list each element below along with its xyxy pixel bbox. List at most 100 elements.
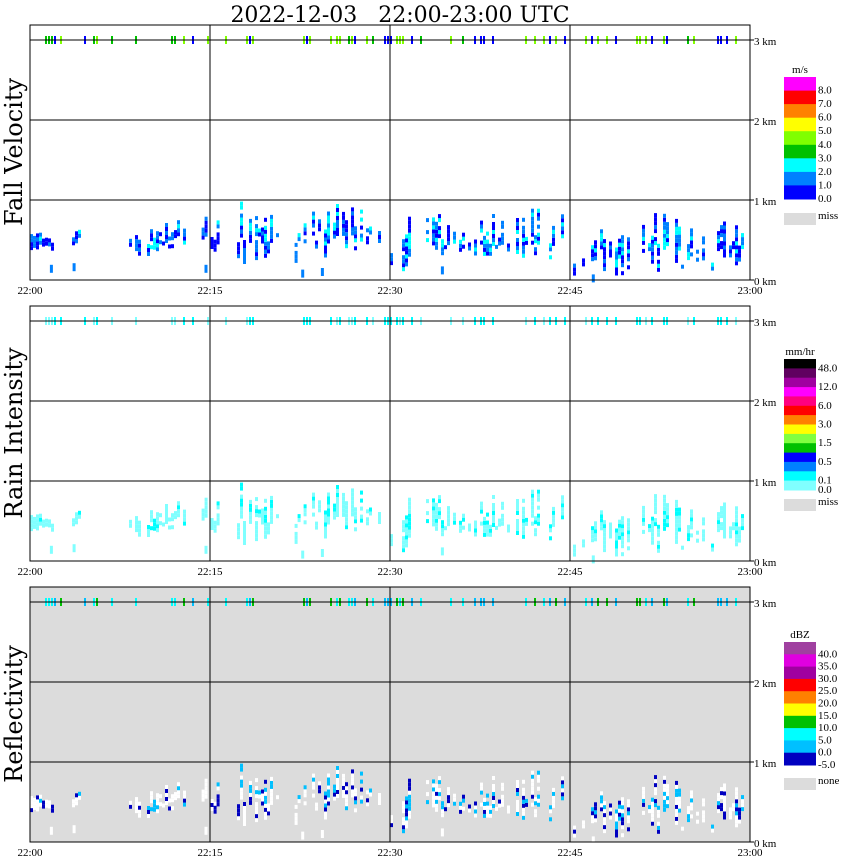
echo-cell — [237, 531, 240, 536]
echo-cell — [522, 241, 525, 246]
echo-cell — [492, 515, 495, 519]
echo-cell — [696, 257, 699, 262]
echo-cell — [270, 495, 273, 500]
echo-cell — [351, 219, 354, 224]
echo-cell — [153, 803, 156, 808]
echo-cell — [594, 529, 597, 534]
echo-cell — [441, 247, 444, 252]
echo-cell — [480, 786, 483, 791]
echo-cell — [627, 815, 630, 820]
echo-cell — [408, 505, 411, 510]
echo-cell — [264, 534, 267, 539]
echo-cell — [552, 799, 555, 804]
echo-cell — [333, 515, 336, 520]
echo-cell — [213, 801, 217, 806]
echo-cell — [249, 234, 252, 239]
echo-cell — [531, 770, 534, 775]
echo-cell — [270, 519, 273, 524]
echo-cell — [426, 230, 429, 235]
echo-cell — [156, 239, 159, 244]
legend-swatch — [784, 443, 816, 454]
echo-cell — [174, 234, 177, 239]
y-tick-label: 0 km — [754, 276, 777, 288]
echo-cell — [522, 811, 525, 816]
echo-cell — [600, 791, 603, 796]
echo-cell — [408, 509, 411, 514]
echo-cell — [177, 513, 180, 518]
echo-cell — [735, 229, 738, 234]
echo-cell — [345, 786, 348, 791]
echo-cell — [408, 533, 411, 538]
echo-cell — [690, 228, 693, 233]
echo-cell — [690, 814, 693, 819]
echo-cell — [264, 526, 267, 531]
echo-cell — [270, 784, 273, 789]
echo-cell — [345, 220, 348, 225]
echo-cell — [615, 271, 618, 276]
legend-swatch — [784, 396, 816, 407]
echo-cell — [408, 814, 411, 819]
echo-cell — [36, 514, 39, 519]
echo-cell — [675, 254, 678, 259]
echo-cell — [459, 809, 462, 814]
echo-cell — [603, 540, 606, 545]
echo-cell — [366, 236, 369, 241]
echo-cell — [351, 500, 354, 505]
echo-cell — [255, 806, 258, 811]
echo-cell — [531, 497, 534, 502]
echo-cell — [240, 763, 243, 768]
echo-cell — [690, 236, 693, 241]
echo-cell — [138, 532, 141, 537]
echo-cell — [264, 799, 267, 804]
echo-cell — [711, 266, 714, 271]
echo-cell — [723, 245, 726, 250]
echo-cell — [687, 244, 690, 249]
echo-cell — [723, 233, 726, 238]
echo-cell — [405, 531, 408, 536]
echo-cell — [201, 508, 205, 513]
echo-cell — [402, 520, 405, 525]
echo-cell — [267, 526, 270, 531]
echo-cell — [261, 520, 264, 525]
echo-cell — [501, 517, 504, 522]
echo-cell — [378, 520, 381, 524]
echo-cell — [30, 515, 33, 520]
echo-cell — [408, 236, 411, 241]
echo-cell — [723, 530, 726, 535]
echo-cell — [360, 771, 363, 776]
echo-cell — [405, 808, 408, 813]
echo-cell — [408, 513, 411, 518]
echo-cell — [168, 244, 171, 249]
echo-cell — [723, 241, 726, 246]
echo-cell — [702, 537, 705, 542]
echo-cell — [405, 796, 408, 801]
echo-cell — [735, 530, 738, 535]
echo-cell — [717, 247, 720, 252]
echo-cell — [336, 232, 339, 236]
echo-cell — [438, 495, 441, 500]
echo-cell — [303, 512, 307, 517]
echo-cell — [249, 792, 252, 797]
echo-cell — [159, 232, 162, 237]
echo-cell — [552, 522, 555, 527]
echo-cell — [651, 235, 654, 240]
echo-cell — [351, 512, 354, 517]
echo-cell — [486, 239, 489, 244]
echo-cell — [516, 222, 519, 226]
echo-cell — [483, 520, 486, 525]
echo-cell — [312, 211, 315, 216]
echo-cell — [360, 518, 363, 523]
echo-cell — [657, 821, 660, 826]
echo-cell — [243, 252, 246, 256]
echo-cell — [738, 257, 741, 262]
echo-cell — [489, 247, 492, 252]
echo-cell — [453, 801, 456, 806]
echo-cell — [204, 232, 208, 237]
echo-cell — [642, 513, 645, 518]
echo-cell — [360, 209, 363, 214]
echo-cell — [486, 231, 489, 236]
echo-cell — [351, 492, 354, 497]
y-tick-label: 3 km — [754, 36, 777, 48]
echo-cell — [654, 237, 657, 242]
